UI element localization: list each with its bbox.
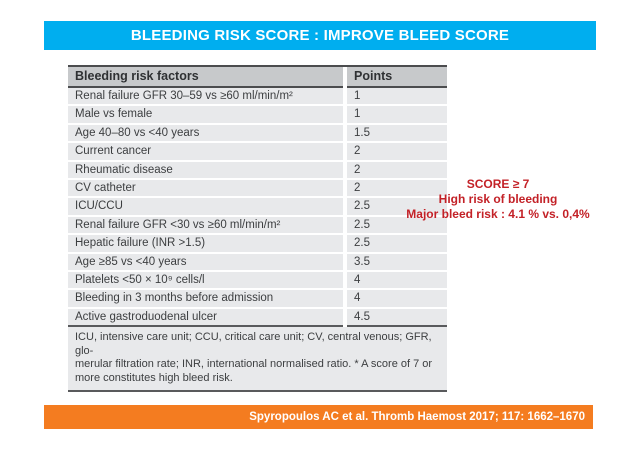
table-row: Platelets <50 × 10⁹ cells/l 4: [68, 271, 447, 291]
footnote-line: merular filtration rate; INR, internatio…: [75, 358, 433, 371]
column-header-points: Points: [343, 67, 447, 88]
points-cell: 4.5: [343, 307, 447, 328]
table-row: Renal failure GFR <30 vs ≥60 ml/min/m² 2.…: [68, 215, 447, 236]
points-cell: 2: [343, 179, 447, 199]
table-row: Active gastroduodenal ulcer 4.5: [68, 307, 447, 328]
bleeding-risk-table: Bleeding risk factors Points Renal failu…: [68, 65, 447, 393]
points-cell: 4: [343, 271, 447, 291]
points-cell: 2: [343, 160, 447, 181]
score-threshold: SCORE ≥ 7: [466, 177, 530, 191]
points-cell: 2: [343, 142, 447, 162]
table-row: Male vs female 1: [68, 105, 447, 125]
table-row: Age 40–80 vs <40 years 1.5: [68, 123, 447, 144]
factor-cell: Age 40–80 vs <40 years: [68, 123, 345, 144]
factor-cell: Male vs female: [68, 105, 345, 125]
points-cell: 3.5: [343, 252, 447, 273]
factor-cell: Rheumatic disease: [68, 160, 345, 181]
points-cell: 1: [343, 105, 447, 125]
factor-cell: Active gastroduodenal ulcer: [68, 307, 345, 328]
factor-cell: Bleeding in 3 months before admission: [68, 289, 345, 309]
factor-cell: Hepatic failure (INR >1.5): [68, 234, 345, 254]
table-row: ICU/CCU 2.5: [68, 197, 447, 217]
points-cell: 4: [343, 289, 447, 309]
column-header-factors: Bleeding risk factors: [68, 67, 345, 88]
table-row: CV catheter 2: [68, 179, 447, 199]
factor-cell: ICU/CCU: [68, 197, 345, 217]
citation-text: Spyropoulos AC et al. Thromb Haemost 201…: [249, 411, 585, 423]
table-row: Renal failure GFR 30–59 vs ≥60 ml/min/m²…: [68, 87, 447, 107]
table-footnote: ICU, intensive care unit; CCU, critical …: [68, 327, 447, 391]
points-cell: 2.5: [343, 234, 447, 254]
table-header-row: Bleeding risk factors Points: [68, 67, 447, 88]
title-bar: BLEEDING RISK SCORE : IMPROVE BLEED SCOR…: [44, 21, 596, 50]
factor-cell: CV catheter: [68, 179, 345, 199]
points-cell: 2.5: [343, 197, 447, 217]
factor-cell: Renal failure GFR <30 vs ≥60 ml/min/m²: [68, 215, 345, 236]
risk-factors-table: Bleeding risk factors Points Renal failu…: [68, 67, 447, 328]
table-row: Bleeding in 3 months before admission 4: [68, 289, 447, 309]
table-row: Age ≥85 vs <40 years 3.5: [68, 252, 447, 273]
factor-cell: Age ≥85 vs <40 years: [68, 252, 345, 273]
footnote-line: ICU, intensive care unit; CCU, critical …: [75, 331, 432, 357]
footnote-line: more constitutes high bleed risk.: [75, 371, 233, 384]
factor-cell: Platelets <50 × 10⁹ cells/l: [68, 271, 345, 291]
table-row: Rheumatic disease 2: [68, 160, 447, 181]
points-cell: 1: [343, 87, 447, 107]
slide-title: BLEEDING RISK SCORE : IMPROVE BLEED SCOR…: [130, 27, 510, 44]
points-cell: 1.5: [343, 123, 447, 144]
factor-cell: Renal failure GFR 30–59 vs ≥60 ml/min/m²: [68, 87, 345, 107]
factor-cell: Current cancer: [68, 142, 345, 162]
score-risk-label: High risk of bleeding: [438, 192, 558, 206]
score-annotation: SCORE ≥ 7 High risk of bleeding Major bl…: [385, 177, 611, 222]
table-row: Hepatic failure (INR >1.5) 2.5: [68, 234, 447, 254]
citation-bar: Spyropoulos AC et al. Thromb Haemost 201…: [44, 405, 593, 429]
score-risk-values: Major bleed risk : 4.1 % vs. 0,4%: [406, 207, 590, 221]
table-row: Current cancer 2: [68, 142, 447, 162]
points-cell: 2.5: [343, 215, 447, 236]
